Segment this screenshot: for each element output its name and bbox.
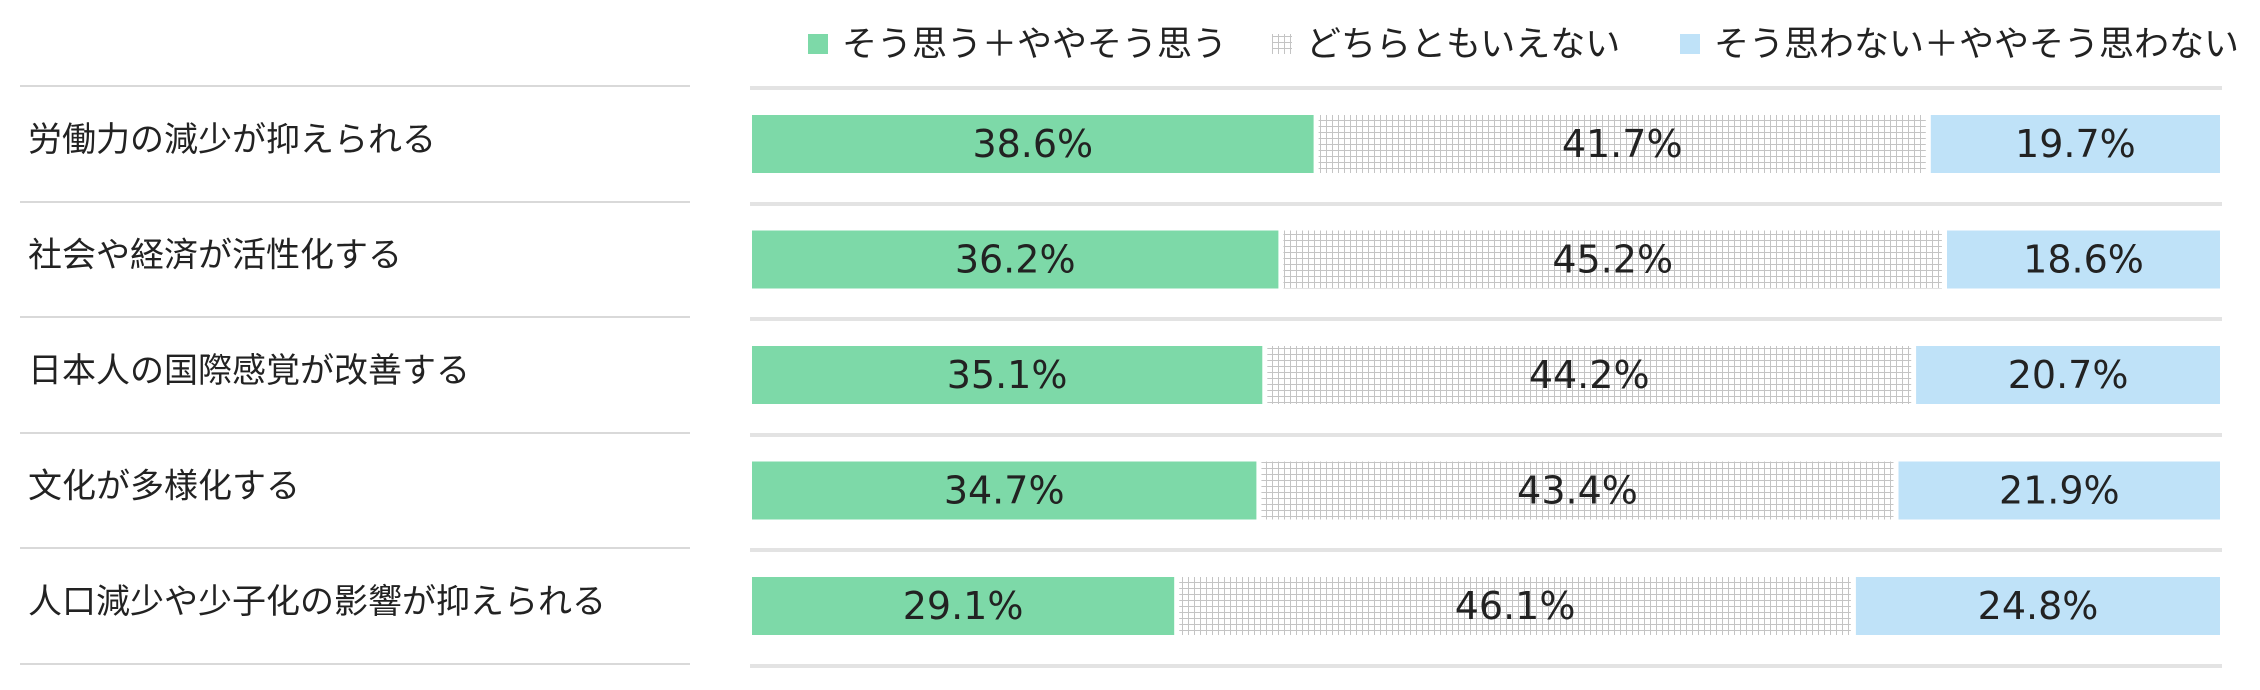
bar-segment-neutral	[1283, 230, 1942, 289]
bar-segment-disagree	[1855, 577, 2220, 635]
bar-segment-agree	[752, 461, 1257, 520]
data-label-agree: 29.1%	[903, 584, 1024, 628]
legend-swatch-disagree	[1680, 34, 1700, 54]
category-labels: 労働力の減少が抑えられる社会や経済が活性化する日本人の国際感覚が改善する文化が多…	[20, 85, 690, 665]
bar-segment-agree	[752, 346, 1263, 404]
bar-segment-neutral	[1261, 461, 1894, 520]
legend-swatch-neutral	[1272, 34, 1292, 54]
legend-label-neutral: どちらともいえない	[1306, 25, 1620, 65]
bar-segment-neutral	[1179, 577, 1851, 635]
data-label-agree: 36.2%	[955, 238, 1076, 282]
category-label: 文化が多様化する	[28, 467, 300, 507]
data-label-agree: 38.6%	[972, 122, 1093, 166]
bar-segment-neutral	[1267, 346, 1912, 404]
data-label-neutral: 44.2%	[1529, 353, 1650, 397]
legend-label-disagree: そう思わない＋ややそう思わない	[1714, 25, 2239, 65]
bar-segment-agree	[752, 577, 1175, 635]
bar-segment-neutral	[1318, 115, 1926, 173]
bar-segment-disagree	[1930, 115, 2220, 173]
bar-segment-disagree	[1916, 346, 2220, 404]
data-label-disagree: 20.7%	[2008, 353, 2129, 397]
data-label-agree: 35.1%	[947, 353, 1068, 397]
data-label-disagree: 21.9%	[1999, 469, 2120, 513]
bar-segment-disagree	[1898, 461, 2220, 520]
data-label-disagree: 18.6%	[2023, 238, 2144, 282]
bar-segment-agree	[752, 230, 1279, 289]
data-label-neutral: 45.2%	[1552, 238, 1673, 282]
category-label: 日本人の国際感覚が改善する	[28, 351, 470, 391]
data-label-neutral: 41.7%	[1562, 122, 1683, 166]
category-label: 社会や経済が活性化する	[28, 236, 402, 276]
category-label: 労働力の減少が抑えられる	[28, 120, 436, 160]
bars: 38.6% 41.7% 19.7% 36.2% 45.2% 18.6% 35.1% 44.2%…	[750, 86, 2222, 668]
legend-label-agree: そう思う＋ややそう思う	[842, 25, 1227, 65]
data-label-disagree: 24.8%	[1978, 584, 2099, 628]
bar-segment-disagree	[1947, 230, 2220, 289]
data-label-neutral: 46.1%	[1455, 584, 1576, 628]
legend-swatch-agree	[808, 34, 828, 54]
bar-segment-agree	[752, 115, 1314, 173]
legend: そう思う＋ややそう思う どちらともいえない そう思わない＋ややそう思わない	[808, 25, 2239, 65]
category-label: 人口減少や少子化の影響が抑えられる	[28, 582, 606, 622]
data-label-disagree: 19.7%	[2015, 122, 2136, 166]
data-label-neutral: 43.4%	[1517, 469, 1638, 513]
data-label-agree: 34.7%	[944, 469, 1065, 513]
